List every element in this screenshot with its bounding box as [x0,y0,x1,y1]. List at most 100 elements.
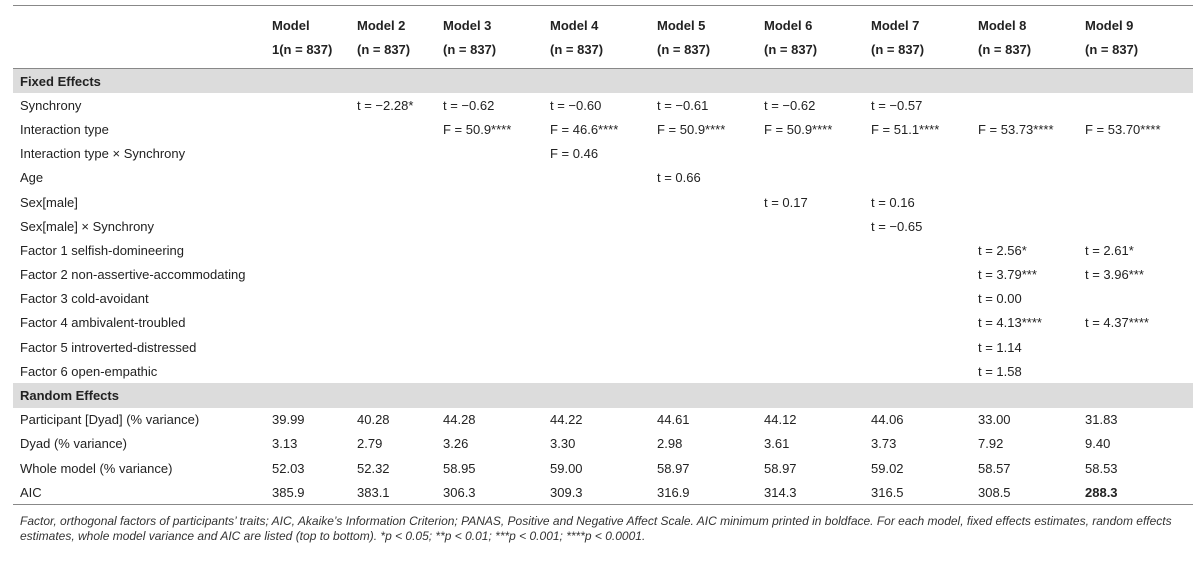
cell: t = 1.14 [978,339,1022,355]
empty-cell [543,190,650,214]
cell: F = 51.1**** [871,121,940,137]
empty-cell [265,311,350,335]
cell: t = 4.37**** [1085,315,1149,331]
empty-cell [1078,214,1193,238]
empty-cell [1078,335,1193,359]
empty-cell [543,335,650,359]
cell: 59.00 [550,460,583,476]
cell: F = 0.46 [550,146,599,162]
empty-cell [971,166,1078,190]
model-name: Model [272,18,310,33]
empty-cell [543,359,650,383]
empty-cell [350,311,436,335]
model-n: 1(n = 837) [272,42,333,57]
cell: 58.97 [764,460,797,476]
model-n: (n = 837) [550,42,604,57]
row-label: Factor 5 introverted-distressed [20,339,197,355]
model-name: Model 7 [871,18,920,33]
empty-cell [350,238,436,262]
empty-cell [864,335,971,359]
data-row: Sex[male] t = 0.17 t = 0.16 [13,190,1193,214]
empty-cell [1078,93,1193,117]
empty-cell [1078,190,1193,214]
empty-cell [757,335,864,359]
empty-cell [350,359,436,383]
empty-cell [650,263,757,287]
empty-cell [436,190,543,214]
cell: t = 3.96*** [1085,267,1144,283]
empty-cell [971,214,1078,238]
row-label: Factor 2 non-assertive-accommodating [20,267,246,283]
column-header: Model 1(n = 837) [265,6,350,69]
empty-cell [650,359,757,383]
cell: F = 53.70**** [1085,121,1161,137]
table-header: Model 1(n = 837) Model 2 (n = 837) Model 3 (n… [13,5,1193,69]
cell: 383.1 [357,484,390,500]
empty-cell [971,93,1078,117]
empty-cell [650,142,757,166]
cell: t = −0.57 [871,97,923,113]
column-header: Model 8 (n = 837) [971,6,1078,69]
footnote: Factor, orthogonal factors of participan… [20,514,1172,544]
empty-cell [265,166,350,190]
data-row: Dyad (% variance) 3.13 2.79 3.26 3.30 2.98 3.6… [13,432,1193,456]
cell: 314.3 [764,484,797,500]
empty-cell [650,287,757,311]
empty-cell [864,359,971,383]
model-n: (n = 837) [657,42,711,57]
model-n: (n = 837) [357,42,411,57]
empty-cell [436,142,543,166]
model-name: Model 6 [764,18,813,33]
data-row: Participant [Dyad] (% variance) 39.99 40.2… [13,408,1193,432]
cell: 44.12 [764,412,797,428]
corner-header [13,6,265,69]
row-label: Interaction type [20,121,109,137]
empty-cell [350,190,436,214]
empty-cell [436,287,543,311]
column-header: Model 3 (n = 837) [436,6,543,69]
model-name: Model 2 [357,18,406,33]
cell: 3.26 [443,436,469,452]
cell: t = 3.79*** [978,267,1037,283]
empty-cell [971,142,1078,166]
empty-cell [864,238,971,262]
cell: t = −0.60 [550,97,602,113]
empty-cell [864,287,971,311]
row-label: AIC [20,484,42,500]
cell: 3.61 [764,436,790,452]
cell: 3.30 [550,436,576,452]
model-n: (n = 837) [871,42,925,57]
empty-cell [543,238,650,262]
results-table: Model 1(n = 837) Model 2 (n = 837) Model 3 (n… [13,5,1193,505]
model-name: Model 5 [657,18,706,33]
empty-cell [543,287,650,311]
row-label: Age [20,170,44,186]
cell: 44.22 [550,412,583,428]
model-name: Model 9 [1085,18,1134,33]
empty-cell [265,190,350,214]
empty-cell [757,311,864,335]
model-name: Model 4 [550,18,599,33]
empty-cell [436,263,543,287]
column-header: Model 6 (n = 837) [757,6,864,69]
data-row: Sex[male] × Synchrony t = −0.65 [13,214,1193,238]
empty-cell [757,287,864,311]
empty-cell [864,263,971,287]
cell: 52.32 [357,460,390,476]
empty-cell [1078,287,1193,311]
empty-cell [350,117,436,141]
cell: 33.00 [978,412,1011,428]
empty-cell [436,359,543,383]
cell: t = 2.56* [978,242,1027,258]
section-title: Fixed Effects [13,68,1193,94]
empty-cell [757,263,864,287]
empty-cell [543,166,650,190]
cell: F = 50.9**** [764,121,833,137]
empty-cell [265,142,350,166]
model-n: (n = 837) [443,42,497,57]
cell: 44.61 [657,412,690,428]
empty-cell [864,142,971,166]
cell: t = −0.61 [657,97,709,113]
empty-cell [436,311,543,335]
cell: 2.98 [657,436,683,452]
